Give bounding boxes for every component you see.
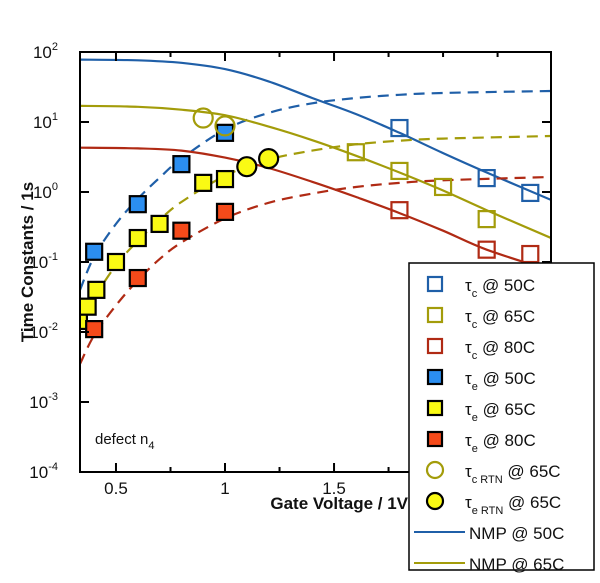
data-point: [215, 202, 235, 221]
y-axis-title: Time Constants / 1s: [18, 182, 37, 342]
data-markers: [80, 107, 540, 339]
data-point: [150, 214, 169, 234]
defect-annotation: defect n4: [95, 431, 155, 452]
legend-item: τc @ 50C: [426, 275, 535, 300]
legend-label: NMP @ 50C: [469, 524, 564, 543]
legend-label: τe RTN @ 65C: [465, 493, 561, 517]
legend-label: NMP @ 65C: [469, 555, 564, 574]
legend-item: τe @ 65C: [426, 399, 536, 424]
data-point: [172, 155, 191, 174]
legend-item: τc @ 80C: [426, 337, 535, 362]
legend-label: τe @ 50C: [465, 369, 536, 393]
data-point: [128, 268, 147, 288]
legend-label: τc @ 65C: [465, 307, 535, 331]
data-point: [85, 242, 104, 261]
nmp-emission-curve-50c: [80, 89, 551, 291]
data-point: [390, 201, 409, 220]
y-tick-label: 10-1: [29, 251, 58, 272]
data-point: [477, 210, 496, 229]
legend-label: τc RTN @ 65C: [465, 462, 561, 486]
data-point: [258, 148, 280, 170]
data-point: [85, 320, 104, 339]
legend-label: τc @ 50C: [465, 276, 535, 300]
legend-item: NMP @ 50C: [414, 524, 564, 543]
data-point: [521, 244, 540, 264]
legend-item: τe @ 80C: [426, 430, 536, 455]
data-point: [215, 123, 235, 142]
data-point: [172, 221, 191, 240]
legend-marker-swatch: [426, 368, 444, 386]
legend-item: τc @ 65C: [426, 306, 535, 331]
annotation-text: defect n: [95, 431, 148, 448]
data-point: [390, 118, 409, 138]
data-point: [215, 169, 235, 189]
y-tick-label: 101: [33, 111, 58, 132]
legend-label: τe @ 80C: [465, 431, 536, 455]
nmp-capture-curve-50c: [80, 58, 551, 201]
x-tick-label: 1: [220, 479, 229, 498]
data-point: [214, 115, 236, 137]
legend-label: τe @ 65C: [465, 400, 536, 424]
legend-item: τe RTN @ 65C: [425, 491, 561, 517]
data-point: [128, 195, 147, 214]
legend-item: τc RTN @ 65C: [425, 460, 561, 486]
data-point: [521, 183, 540, 203]
data-point: [194, 173, 213, 192]
y-tick-label: 10-4: [29, 461, 58, 482]
legend-marker-swatch: [426, 337, 444, 355]
data-point: [236, 156, 258, 178]
legend-marker-swatch: [426, 430, 444, 448]
data-point: [128, 228, 147, 248]
legend-item: NMP @ 65C: [414, 555, 564, 574]
data-point: [106, 252, 126, 272]
data-point: [477, 240, 496, 259]
y-tick-label: 10-2: [29, 321, 58, 342]
x-axis-title: Gate Voltage / 1V: [270, 494, 408, 513]
y-tick-label: 100: [33, 181, 58, 202]
legend-marker-swatch: [426, 399, 444, 417]
legend-label: τc @ 80C: [465, 338, 535, 362]
legend-marker-swatch: [426, 306, 444, 324]
legend-item: τe @ 50C: [426, 368, 536, 393]
nmp-capture-curve-65c: [80, 104, 551, 240]
x-tick-label: 1.5: [322, 479, 346, 498]
data-point: [87, 280, 106, 299]
legend: τc @ 50C τc @ 65C τc @ 80C τe @ 50C τe @ 65C…: [408, 262, 595, 574]
data-point: [80, 297, 97, 316]
nmp-capture-curve-80c: [80, 146, 551, 272]
data-point: [477, 168, 496, 188]
legend-marker-swatch: [425, 460, 445, 480]
y-tick-label: 102: [33, 41, 58, 62]
legend-marker-swatch: [426, 275, 444, 293]
y-tick-label: 10-3: [29, 391, 58, 412]
data-point: [346, 143, 365, 162]
legend-box: [408, 262, 595, 571]
data-point: [433, 177, 453, 197]
x-tick-label: 0.5: [104, 479, 128, 498]
legend-marker-swatch: [425, 491, 445, 511]
data-point: [390, 161, 409, 181]
annotation-sub: 4: [148, 440, 154, 452]
axis-tick-labels: 0.5 1 1.5 102 101 100 10-1 10-2 10-3 10-4: [29, 41, 346, 498]
data-point: [192, 107, 214, 129]
